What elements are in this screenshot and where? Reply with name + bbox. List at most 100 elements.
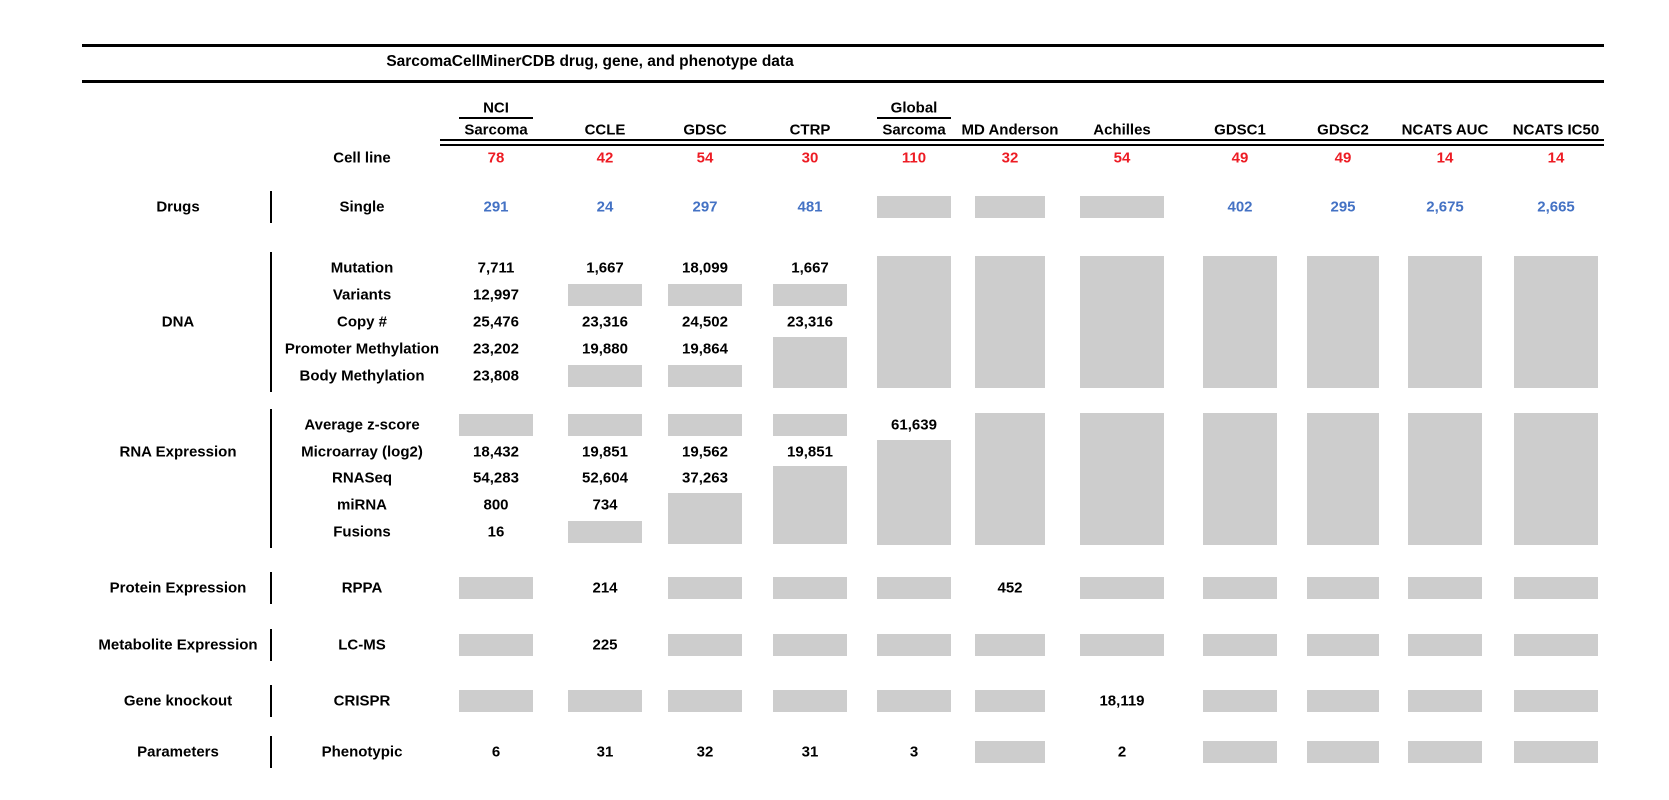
column-header-gdsc: GDSC xyxy=(683,121,727,139)
value-cell: 16 xyxy=(487,523,505,541)
value-cell: 19,851 xyxy=(582,443,628,461)
column-group-label: NCI xyxy=(483,99,509,117)
value-cell: 52,604 xyxy=(582,469,628,487)
title-rule-top xyxy=(82,44,1604,47)
column-header-sarcoma: Sarcoma xyxy=(464,121,528,139)
value-cell: 23,316 xyxy=(582,313,628,331)
no-data-box xyxy=(568,690,642,712)
no-data-box-span xyxy=(773,466,847,544)
value-cell: 19,851 xyxy=(787,443,833,461)
no-data-box xyxy=(1307,577,1379,599)
no-data-box-span xyxy=(1307,413,1379,545)
cell-line-count: 14 xyxy=(1547,149,1565,167)
datatype-label: CRISPR xyxy=(333,692,391,710)
no-data-box xyxy=(1203,690,1277,712)
value-cell: 37,263 xyxy=(682,469,728,487)
no-data-box-span xyxy=(1408,413,1482,545)
value-cell: 800 xyxy=(483,496,509,514)
datatype-label: Microarray (log2) xyxy=(301,443,423,461)
no-data-box xyxy=(1514,741,1598,763)
value-cell: 291 xyxy=(483,198,509,216)
no-data-box xyxy=(975,634,1045,656)
no-data-box xyxy=(877,634,951,656)
value-cell: 54,283 xyxy=(473,469,519,487)
value-cell: 297 xyxy=(692,198,718,216)
no-data-box-span xyxy=(1514,256,1598,388)
title-rule-bottom xyxy=(82,80,1604,83)
value-cell: 18,099 xyxy=(682,259,728,277)
no-data-box-span xyxy=(773,337,847,388)
category-label: Drugs xyxy=(156,198,200,216)
no-data-box xyxy=(773,634,847,656)
value-cell: 24,502 xyxy=(682,313,728,331)
no-data-box-span xyxy=(1080,256,1164,388)
value-cell: 734 xyxy=(592,496,618,514)
cell-line-count: 42 xyxy=(596,149,614,167)
value-cell: 3 xyxy=(909,743,919,761)
no-data-box xyxy=(668,414,742,436)
section-divider xyxy=(270,191,272,223)
value-cell: 61,639 xyxy=(891,416,937,434)
category-label: Parameters xyxy=(137,743,219,761)
no-data-box-span xyxy=(975,413,1045,545)
cell-line-count: 49 xyxy=(1231,149,1249,167)
datatype-label: Promoter Methylation xyxy=(284,340,440,358)
value-cell: 23,808 xyxy=(473,367,519,385)
cell-line-count: 49 xyxy=(1334,149,1352,167)
category-label: Metabolite Expression xyxy=(98,636,258,654)
section-divider xyxy=(270,629,272,661)
no-data-box xyxy=(459,634,533,656)
no-data-box xyxy=(1514,577,1598,599)
cell-line-count: 78 xyxy=(487,149,505,167)
no-data-box xyxy=(1080,196,1164,218)
no-data-box xyxy=(568,414,642,436)
no-data-box xyxy=(1203,741,1277,763)
value-cell: 7,711 xyxy=(477,259,515,277)
value-cell: 6 xyxy=(491,743,501,761)
no-data-box-span xyxy=(668,493,742,544)
value-cell: 23,202 xyxy=(473,340,519,358)
no-data-box-span xyxy=(975,256,1045,388)
value-cell: 23,316 xyxy=(787,313,833,331)
no-data-box-span xyxy=(1080,413,1164,545)
no-data-box xyxy=(1203,634,1277,656)
section-divider xyxy=(270,572,272,604)
section-divider xyxy=(270,736,272,768)
no-data-box xyxy=(668,690,742,712)
no-data-box xyxy=(1408,690,1482,712)
no-data-box xyxy=(668,284,742,306)
no-data-box xyxy=(975,741,1045,763)
cell-line-count: 14 xyxy=(1436,149,1454,167)
value-cell: 225 xyxy=(592,636,618,654)
no-data-box xyxy=(1203,577,1277,599)
column-header-sarcoma: Sarcoma xyxy=(882,121,946,139)
column-group-underline xyxy=(877,117,951,119)
no-data-box-span xyxy=(1307,256,1379,388)
column-header-ccle: CCLE xyxy=(584,121,626,139)
datatype-label: Single xyxy=(339,198,385,216)
section-divider xyxy=(270,252,272,392)
no-data-box xyxy=(568,284,642,306)
no-data-box xyxy=(568,365,642,387)
no-data-box xyxy=(1080,577,1164,599)
datatype-label: LC-MS xyxy=(338,636,386,654)
column-group-underline xyxy=(459,117,533,119)
no-data-box xyxy=(975,690,1045,712)
value-cell: 19,880 xyxy=(582,340,628,358)
column-header-gdsc1: GDSC1 xyxy=(1214,121,1266,139)
no-data-box xyxy=(773,690,847,712)
no-data-box xyxy=(1408,741,1482,763)
no-data-box xyxy=(668,634,742,656)
no-data-box xyxy=(459,690,533,712)
datatype-label: Copy # xyxy=(336,313,388,331)
section-divider xyxy=(270,409,272,548)
value-cell: 18,432 xyxy=(473,443,519,461)
no-data-box xyxy=(459,414,533,436)
value-cell: 25,476 xyxy=(473,313,519,331)
category-label: Protein Expression xyxy=(109,579,247,597)
no-data-box xyxy=(773,414,847,436)
value-cell: 31 xyxy=(801,743,819,761)
value-cell: 12,997 xyxy=(473,286,519,304)
category-label: Gene knockout xyxy=(123,692,233,710)
